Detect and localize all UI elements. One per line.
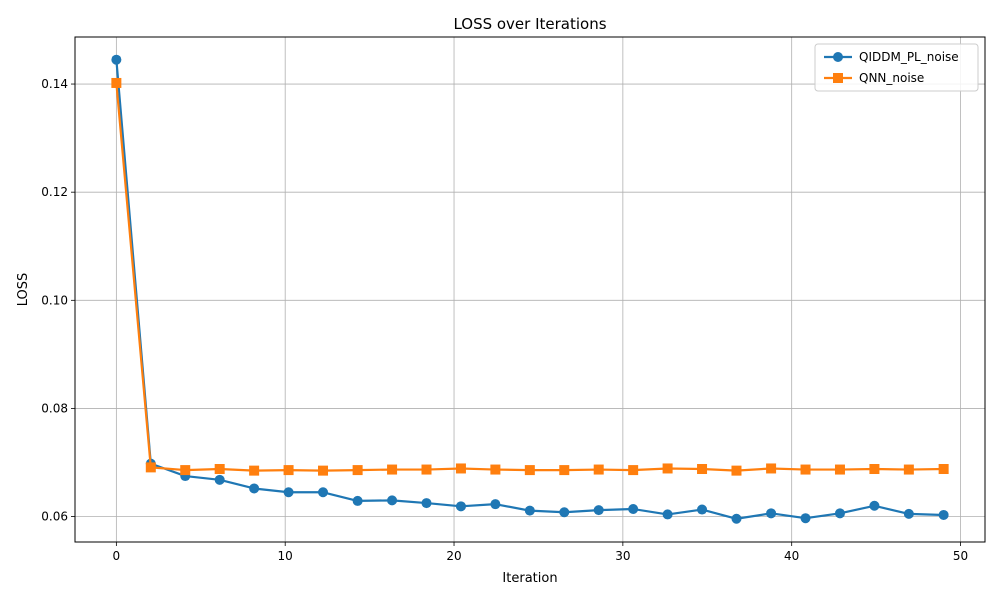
data-point-qnn-noise	[249, 465, 260, 476]
data-point-qiddm-pl-noise	[283, 487, 294, 498]
data-point-qnn-noise	[421, 464, 432, 475]
data-point-qnn-noise	[283, 465, 294, 476]
data-point-qnn-noise	[387, 464, 398, 475]
x-tick-label: 0	[113, 549, 121, 563]
data-point-qnn-noise	[318, 465, 329, 476]
data-point-qiddm-pl-noise	[697, 504, 708, 515]
data-point-qnn-noise	[145, 462, 156, 473]
data-point-qnn-noise	[628, 465, 639, 476]
data-point-qiddm-pl-noise	[249, 483, 260, 494]
y-tick-label: 0.08	[41, 401, 68, 415]
series-layer	[111, 54, 949, 524]
data-point-qiddm-pl-noise	[352, 495, 363, 506]
data-point-qnn-noise	[903, 464, 914, 475]
data-point-qnn-noise	[938, 464, 949, 475]
data-point-qnn-noise	[455, 463, 466, 474]
y-tick-label: 0.06	[41, 510, 68, 524]
x-axis-label: Iteration	[502, 571, 557, 586]
data-point-qnn-noise	[524, 465, 535, 476]
y-tick-label: 0.12	[41, 185, 68, 199]
data-point-qiddm-pl-noise	[731, 513, 742, 524]
data-point-qiddm-pl-noise	[766, 508, 777, 519]
data-point-qnn-noise	[800, 464, 811, 475]
data-point-qiddm-pl-noise	[869, 500, 880, 511]
data-point-qiddm-pl-noise	[421, 498, 432, 509]
data-point-qiddm-pl-noise	[834, 508, 845, 519]
data-point-qnn-noise	[111, 77, 122, 88]
data-point-qiddm-pl-noise	[800, 513, 811, 524]
legend-box	[814, 43, 979, 92]
y-tick-label: 0.14	[41, 77, 68, 91]
x-tick-label: 10	[278, 549, 293, 563]
data-point-qiddm-pl-noise	[318, 487, 329, 498]
data-point-qnn-noise	[180, 465, 191, 476]
data-point-qiddm-pl-noise	[490, 499, 501, 510]
tick-layer: 0 10 20 30 40 50 0.06 0.08 0.10 0.12 0.14	[41, 77, 968, 563]
x-tick-label: 50	[953, 549, 968, 563]
data-point-qnn-noise	[214, 464, 225, 475]
data-point-qiddm-pl-noise	[111, 54, 122, 65]
legend-label-qnn-noise: QNN_noise	[859, 71, 924, 85]
data-point-qnn-noise	[697, 464, 708, 475]
y-tick-label: 0.10	[41, 293, 68, 307]
x-tick-label: 30	[615, 549, 630, 563]
data-point-qiddm-pl-noise	[559, 507, 570, 518]
legend-label-qiddm-pl-noise: QIDDM_PL_noise	[859, 50, 959, 64]
data-point-qnn-noise	[559, 465, 570, 476]
legend-marker-qiddm-pl-noise	[833, 52, 843, 62]
data-point-qnn-noise	[731, 465, 742, 476]
data-point-qnn-noise	[593, 464, 604, 475]
x-tick-label: 40	[784, 549, 799, 563]
data-point-qiddm-pl-noise	[214, 474, 225, 485]
data-point-qnn-noise	[834, 464, 845, 475]
data-point-qnn-noise	[490, 464, 501, 475]
data-point-qnn-noise	[662, 463, 673, 474]
chart-title: LOSS over Iterations	[453, 15, 606, 33]
data-point-qnn-noise	[352, 465, 363, 476]
data-point-qiddm-pl-noise	[524, 505, 535, 516]
legend-marker-qnn-noise	[833, 73, 843, 83]
data-point-qiddm-pl-noise	[628, 504, 639, 515]
plot-frame	[74, 36, 986, 543]
data-point-qiddm-pl-noise	[938, 509, 949, 520]
legend: QIDDM_PL_noise QNN_noise	[814, 43, 979, 92]
data-point-qiddm-pl-noise	[387, 495, 398, 506]
data-point-qnn-noise	[869, 464, 880, 475]
x-tick-label: 20	[446, 549, 461, 563]
data-point-qiddm-pl-noise	[903, 508, 914, 519]
data-point-qnn-noise	[766, 463, 777, 474]
data-point-qiddm-pl-noise	[662, 509, 673, 520]
data-point-qiddm-pl-noise	[455, 501, 466, 512]
y-axis-label: LOSS	[16, 273, 31, 307]
data-point-qiddm-pl-noise	[593, 505, 604, 516]
